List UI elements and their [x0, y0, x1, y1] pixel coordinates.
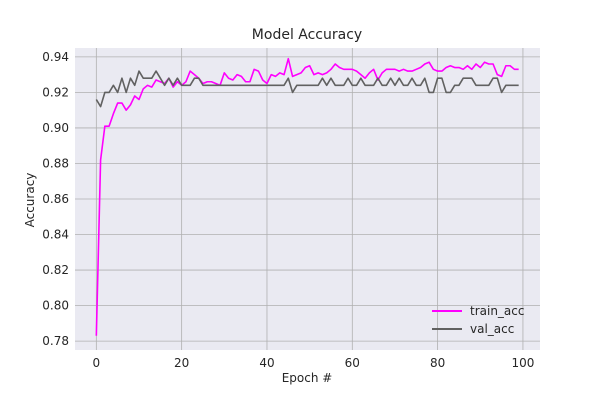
legend-label-val-acc: val_acc	[470, 322, 514, 336]
x-tick-labels: 0 20 40 60 80 100	[93, 356, 535, 370]
series-line-val-acc	[95, 70, 519, 108]
chart-title: Model Accuracy	[252, 27, 362, 43]
x-tick-label: 20	[174, 356, 189, 370]
x-tick-label: 60	[345, 356, 360, 370]
y-tick-label: 0.88	[42, 156, 69, 170]
x-tick-label: 0	[93, 356, 101, 370]
x-axis-title: Epoch #	[282, 371, 333, 385]
x-tick-label: 100	[511, 356, 534, 370]
x-tick-label: 40	[259, 356, 274, 370]
y-tick-labels: 0.78 0.80 0.82 0.84 0.86 0.88 0.90 0.92 0.94	[42, 50, 69, 348]
y-tick-label: 0.94	[42, 50, 69, 64]
y-axis-title: Accuracy	[23, 173, 37, 228]
y-tick-label: 0.82	[42, 263, 69, 277]
y-tick-label: 0.80	[42, 299, 69, 313]
y-tick-label: 0.92	[42, 85, 69, 99]
y-tick-label: 0.84	[42, 228, 69, 242]
series-lines	[95, 57, 519, 336]
legend-label-train-acc: train_acc	[470, 304, 524, 318]
grid	[75, 48, 540, 350]
x-tick-label: 80	[430, 356, 445, 370]
y-tick-label: 0.90	[42, 121, 69, 135]
y-tick-label: 0.86	[42, 192, 69, 206]
y-tick-label: 0.78	[42, 334, 69, 348]
legend: train_acc val_acc	[432, 304, 524, 336]
